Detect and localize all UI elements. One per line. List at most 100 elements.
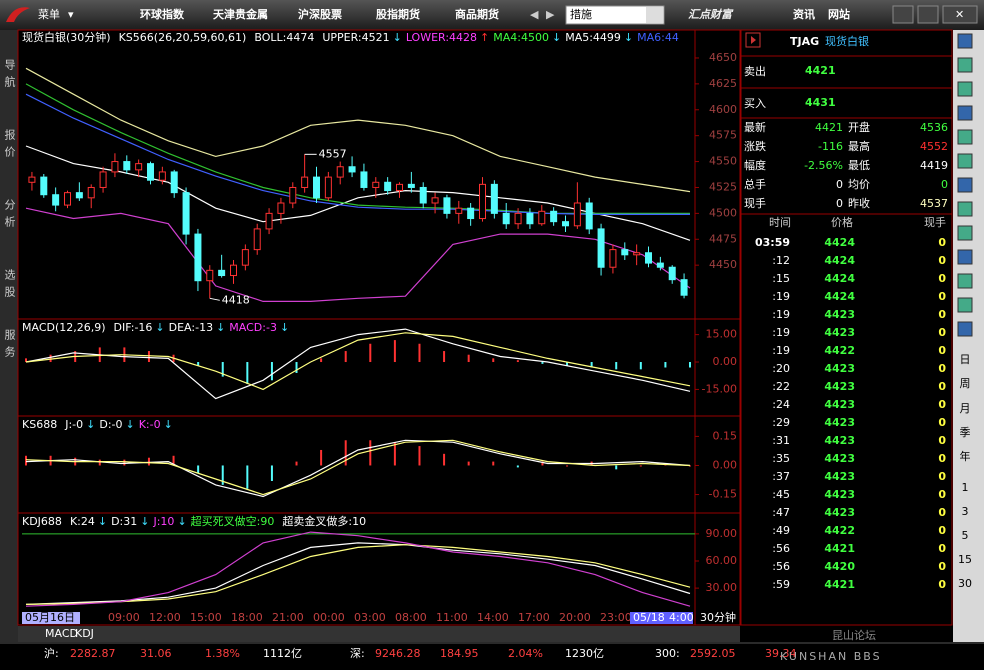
histogram-bar [246, 465, 249, 489]
status-item: 2.04% [508, 647, 543, 660]
menu-item[interactable]: 商品期货 [455, 7, 499, 21]
candle-body [396, 183, 403, 192]
sidebar-item[interactable]: 报价 [3, 128, 16, 163]
search-text[interactable]: 措施 [570, 7, 592, 21]
time-label: 21:00 [272, 611, 304, 624]
candle-body [313, 176, 320, 199]
indicator-line [25, 544, 691, 605]
menu-item[interactable]: 天津贵金属 [213, 7, 268, 21]
menu-item[interactable]: 沪深股票 [298, 7, 342, 21]
histogram-bar [172, 455, 175, 466]
tool-icon[interactable] [957, 33, 973, 49]
sidebar-item[interactable]: 选股 [3, 269, 16, 303]
indicator-tab[interactable]: KDJ [75, 627, 94, 640]
tick-price: 4423 [824, 452, 855, 465]
tool-icon[interactable] [957, 201, 973, 217]
top-link[interactable]: 资讯 [793, 7, 815, 21]
candle-body [372, 181, 380, 188]
tick-price: 4424 [824, 236, 855, 249]
histogram-bar [418, 446, 421, 466]
stat-value: 4536 [920, 121, 948, 134]
status-item: 9246.28 [375, 647, 421, 660]
histogram-bar [98, 459, 101, 466]
tick-time: :29 [772, 416, 790, 429]
tool-icon[interactable] [957, 177, 973, 193]
sidebar-item[interactable]: 导航 [3, 59, 16, 93]
histogram-bar [369, 343, 372, 363]
tick-time: :37 [772, 470, 790, 483]
histogram-bar [25, 358, 27, 363]
period-button[interactable]: 周 [960, 377, 971, 390]
candle-body [52, 194, 60, 206]
candle-body [28, 176, 36, 183]
tool-icon[interactable] [957, 129, 973, 145]
y-tick-label: 4550 [709, 155, 737, 168]
period-button[interactable]: 5 [962, 529, 969, 542]
panel-legend: MACD(12,26,9) [22, 321, 106, 334]
minimize-button[interactable] [892, 5, 914, 24]
tick-time: :12 [772, 254, 790, 267]
candle-body [289, 186, 297, 204]
indicator-tab[interactable]: MACD [45, 627, 78, 640]
tool-icon[interactable] [957, 321, 973, 337]
tool-icon[interactable] [957, 57, 973, 73]
stat-value: 0 [836, 197, 843, 210]
indicator-line [25, 542, 691, 605]
legend-arrow: ↓ [177, 515, 186, 528]
close-button[interactable] [942, 5, 978, 24]
histogram-bar [689, 362, 691, 368]
period-button[interactable]: 30 [958, 577, 972, 590]
search-box[interactable] [565, 5, 665, 25]
tick-time: :20 [772, 362, 790, 375]
tool-icon[interactable] [957, 81, 973, 97]
candle-body [336, 166, 344, 178]
candle-body [490, 183, 498, 214]
histogram-bar [25, 455, 27, 466]
histogram-bar [566, 362, 569, 366]
sidebar-item[interactable]: 分析 [3, 199, 16, 233]
tool-icon[interactable] [957, 105, 973, 121]
menu-item[interactable]: 股指期货 [376, 7, 420, 21]
period-button[interactable]: 季 [960, 426, 971, 439]
tick-volume: 0 [938, 452, 946, 465]
scroll-right[interactable]: ▶ [546, 8, 555, 21]
period-button[interactable]: 15 [958, 553, 972, 566]
top-link[interactable]: 网站 [828, 7, 850, 21]
tool-icon[interactable] [957, 153, 973, 169]
period-button[interactable]: 日 [960, 353, 971, 366]
tick-price: 4423 [824, 488, 855, 501]
candle-body [668, 266, 676, 281]
panel-legend: KS566(26,20,59,60,61) [119, 31, 247, 44]
search-dropdown[interactable] [646, 7, 663, 23]
y-tick-label: 0.00 [713, 355, 738, 368]
stat-label: 幅度 [744, 158, 766, 172]
candle-body [585, 202, 593, 230]
tab-bar [18, 626, 740, 642]
tick-price: 4423 [824, 380, 855, 393]
menu-button[interactable]: 菜单 [38, 8, 60, 21]
period-button[interactable]: 1 [962, 481, 969, 494]
tool-icon[interactable] [957, 249, 973, 265]
status-item: 1112亿 [263, 647, 302, 660]
tool-icon[interactable] [957, 225, 973, 241]
maximize-button[interactable] [917, 5, 939, 24]
legend-arrow: ↓ [624, 31, 633, 44]
period-button[interactable]: 月 [960, 402, 971, 415]
y-tick-label: 4525 [709, 180, 737, 193]
tick-price: 4423 [824, 398, 855, 411]
panel-legend: BOLL:4474 [254, 31, 314, 44]
scroll-left[interactable]: ◀ [530, 8, 539, 21]
tool-icon[interactable] [957, 273, 973, 289]
sidebar-item[interactable]: 服务 [3, 329, 16, 363]
stat-value: 4552 [920, 140, 948, 153]
tool-icon[interactable] [957, 297, 973, 313]
candle-body [360, 171, 368, 188]
y-tick-label: 4500 [709, 206, 737, 219]
period-button[interactable]: 3 [962, 505, 969, 518]
indicator-line [25, 439, 691, 498]
menu-item[interactable]: 环球指数 [140, 7, 185, 21]
stat-label: 均价 [848, 178, 870, 191]
period-button[interactable]: 年 [960, 449, 971, 463]
tick-price: 4424 [824, 272, 855, 285]
candle-body [597, 228, 605, 268]
